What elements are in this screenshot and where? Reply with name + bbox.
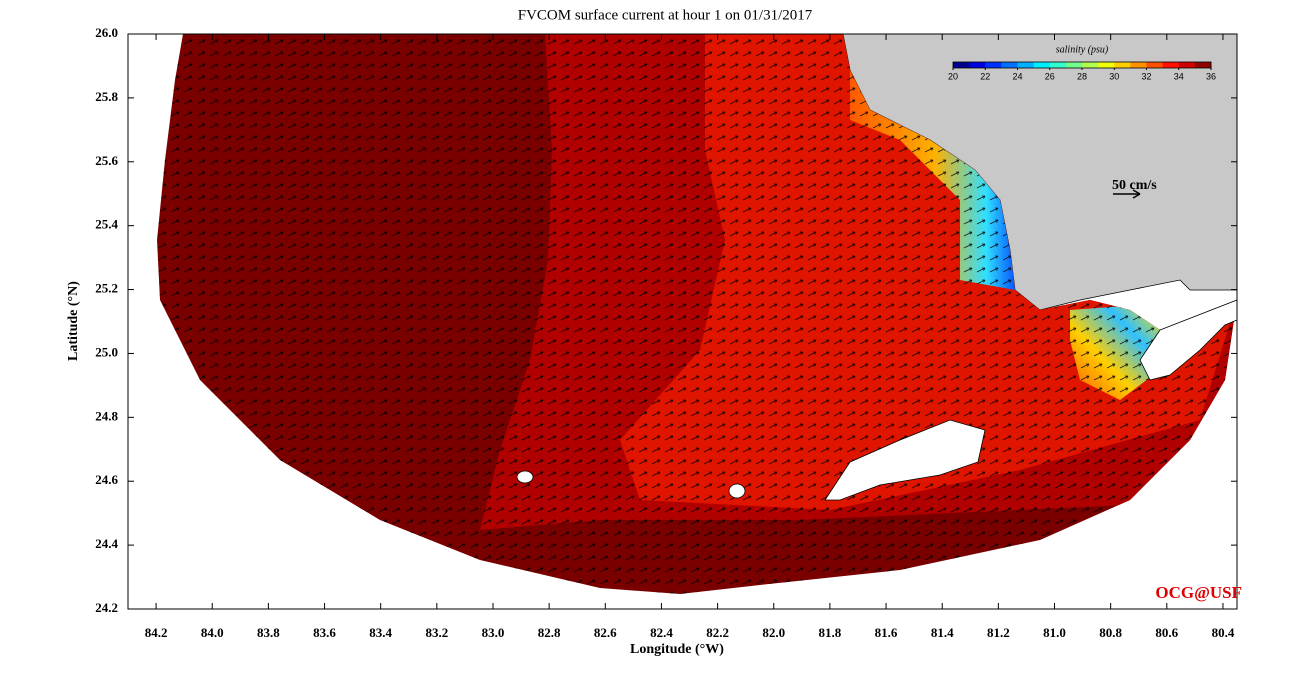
colorbar-tick-label: 32 <box>1141 71 1151 81</box>
colorbar-swatch <box>1194 62 1212 68</box>
colorbar-tick-label: 28 <box>1077 71 1087 81</box>
y-tick-label: 24.2 <box>95 600 118 615</box>
colorbar-tick-label: 30 <box>1109 71 1119 81</box>
colorbar-swatch <box>1178 62 1196 68</box>
y-tick-label: 25.8 <box>95 89 118 104</box>
colorbar-swatch <box>1082 62 1099 68</box>
plot-frame <box>127 33 1238 610</box>
x-tick-label: 82.0 <box>762 625 785 640</box>
x-tick-label: 83.4 <box>369 625 392 640</box>
colorbar-tick-label: 36 <box>1206 71 1216 81</box>
colorbar-label: salinity (psu) <box>1056 44 1109 55</box>
x-tick-label: 81.6 <box>875 625 898 640</box>
colorbar-swatch <box>953 62 970 68</box>
colorbar-swatch <box>1017 62 1035 68</box>
colorbar-tick-label: 26 <box>1045 71 1055 81</box>
y-tick-label: 24.8 <box>95 408 118 423</box>
colorbar-tick-label: 24 <box>1012 71 1022 81</box>
y-tick-label: 24.6 <box>95 472 118 487</box>
colorbar-swatch <box>1049 62 1067 68</box>
y-tick-label: 25.4 <box>95 217 118 232</box>
map-title: FVCOM surface current at hour 1 on 01/31… <box>518 7 813 23</box>
x-tick-label: 82.4 <box>650 625 673 640</box>
colorbar-swatch <box>969 62 986 68</box>
x-tick-label: 83.2 <box>425 625 448 640</box>
y-tick-label: 25.6 <box>95 153 118 168</box>
current-field <box>157 34 1237 594</box>
y-tick-label: 25.0 <box>95 344 118 359</box>
x-tick-label: 82.8 <box>538 625 561 640</box>
colorbar-swatch <box>1001 62 1018 68</box>
colorbar-swatch <box>1114 62 1131 68</box>
colorbar-swatch <box>1098 62 1115 68</box>
x-tick-label: 81.4 <box>931 625 954 640</box>
y-tick-label: 26.0 <box>95 25 118 40</box>
colorbar-tick-label: 20 <box>948 71 958 81</box>
y-tick-label: 24.4 <box>95 536 118 551</box>
scale-label: 50 cm/s <box>1112 178 1157 193</box>
y-tick-label: 25.2 <box>95 281 118 296</box>
x-axis-label: Longitude (°W) <box>630 642 724 657</box>
x-tick-label: 80.8 <box>1099 625 1122 640</box>
x-tick-label: 83.8 <box>257 625 280 640</box>
island <box>516 470 534 484</box>
x-tick-label: 83.6 <box>313 625 336 640</box>
colorbar-swatch <box>1162 62 1180 68</box>
x-tick-label: 80.6 <box>1155 625 1178 640</box>
x-tick-label: 82.2 <box>706 625 729 640</box>
x-tick-label: 84.0 <box>201 625 224 640</box>
colorbar-swatch <box>1146 62 1164 68</box>
colorbar-swatch <box>1033 62 1051 68</box>
colorbar-swatch <box>1065 62 1083 68</box>
x-tick-label: 81.8 <box>819 625 842 640</box>
credit: OCG@USF <box>1155 583 1242 602</box>
y-axis-label: Latitude (°N) <box>66 281 81 361</box>
x-tick-label: 81.2 <box>987 625 1010 640</box>
scale-arrow-head <box>1132 189 1141 199</box>
colorbar-tick-label: 34 <box>1174 71 1184 81</box>
island <box>824 419 986 501</box>
x-tick-label: 80.4 <box>1212 625 1235 640</box>
colorbar-tick-label: 22 <box>980 71 990 81</box>
x-tick-label: 81.0 <box>1043 625 1066 640</box>
colorbar-swatch <box>985 62 1002 68</box>
x-tick-label: 83.0 <box>482 625 505 640</box>
island <box>728 483 746 499</box>
x-tick-label: 82.6 <box>594 625 617 640</box>
x-tick-label: 84.2 <box>145 625 168 640</box>
colorbar-swatch <box>1130 62 1147 68</box>
